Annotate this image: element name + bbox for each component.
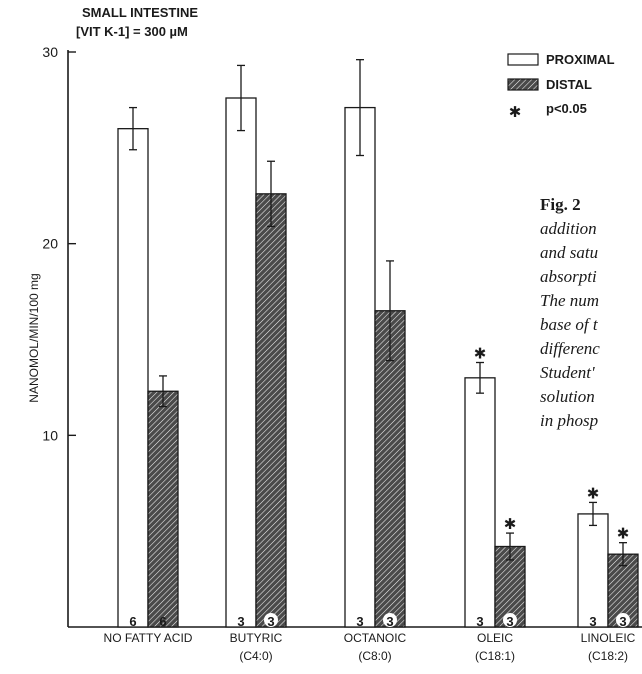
caption-line: in phosp <box>540 411 599 430</box>
n-label-badge <box>616 613 630 627</box>
bars: 6 3 3 3 ✱ 3 ✱ 6 3 3 3 ✱ 3 ✱ <box>117 59 639 629</box>
legend-label-proximal: PROXIMAL <box>546 52 615 67</box>
y-axis-label: NANOMOL/MIN/100 mg <box>27 273 41 402</box>
n-label: 3 <box>356 614 363 629</box>
n-label: 3 <box>619 614 626 629</box>
x-labels: NO FATTY ACID BUTYRIC (C4:0) OCTANOIC (C8:0)… <box>104 631 636 663</box>
n-label: 3 <box>506 614 513 629</box>
significance-star: ✱ <box>504 516 517 533</box>
caption-line: base of t <box>540 315 598 334</box>
significance-star: ✱ <box>587 485 600 502</box>
x-tick-label: NO FATTY ACID <box>104 631 193 645</box>
legend-label-distal: DISTAL <box>546 77 592 92</box>
caption-line: differenc <box>540 339 600 358</box>
x-tick-sublabel: (C8:0) <box>358 649 391 663</box>
bar-distal <box>374 310 406 628</box>
header-line1: SMALL INTESTINE <box>82 5 198 20</box>
caption-line: addition <box>540 219 597 238</box>
header-line2: [VIT K-1] = 300 µM <box>76 24 188 39</box>
legend-significance-icon: ✱ <box>509 104 522 121</box>
x-tick-label: LINOLEIC <box>581 631 636 645</box>
x-tick-sublabel: (C4:0) <box>239 649 272 663</box>
n-label: 3 <box>267 614 274 629</box>
caption-line: solution <box>540 387 595 406</box>
significance-star: ✱ <box>474 346 487 363</box>
significance-star: ✱ <box>617 526 630 543</box>
caption-figure-label: Fig. 2 <box>540 195 581 214</box>
n-label: 3 <box>589 614 596 629</box>
bar-proximal <box>344 106 376 628</box>
caption-line: The num <box>540 291 600 310</box>
caption-line: and satu <box>540 243 599 262</box>
n-label: 6 <box>129 614 136 629</box>
n-label: 3 <box>237 614 244 629</box>
figure-caption: Fig. 2 addition and satu absorpti The nu… <box>540 193 642 433</box>
caption-line: Student' <box>540 363 595 382</box>
y-tick-label: 30 <box>42 44 58 60</box>
n-label-badge <box>383 613 397 627</box>
n-label-badge <box>264 613 278 627</box>
bar-proximal <box>464 377 496 628</box>
x-tick-sublabel: (C18:1) <box>475 649 515 663</box>
y-ticks: 10 20 30 <box>42 44 76 443</box>
y-tick-label: 20 <box>42 236 58 252</box>
y-tick-label: 10 <box>42 427 58 443</box>
n-label-badge <box>503 613 517 627</box>
legend-swatch-distal <box>507 78 539 91</box>
x-tick-sublabel: (C18:2) <box>588 649 628 663</box>
n-label: 6 <box>159 614 166 629</box>
bar-proximal <box>117 128 149 628</box>
bar-distal <box>147 390 179 628</box>
legend-swatch-proximal <box>507 53 539 66</box>
bar-proximal <box>577 513 609 628</box>
bar-proximal <box>225 97 257 628</box>
legend-label-significance: p<0.05 <box>546 101 587 116</box>
n-label: 3 <box>386 614 393 629</box>
x-tick-label: OCTANOIC <box>344 631 407 645</box>
bar-distal <box>255 193 287 628</box>
x-tick-label: BUTYRIC <box>230 631 283 645</box>
x-tick-label: OLEIC <box>477 631 513 645</box>
legend: PROXIMAL DISTAL ✱ p<0.05 <box>507 52 615 121</box>
n-label: 3 <box>476 614 483 629</box>
caption-line: absorpti <box>540 267 597 286</box>
